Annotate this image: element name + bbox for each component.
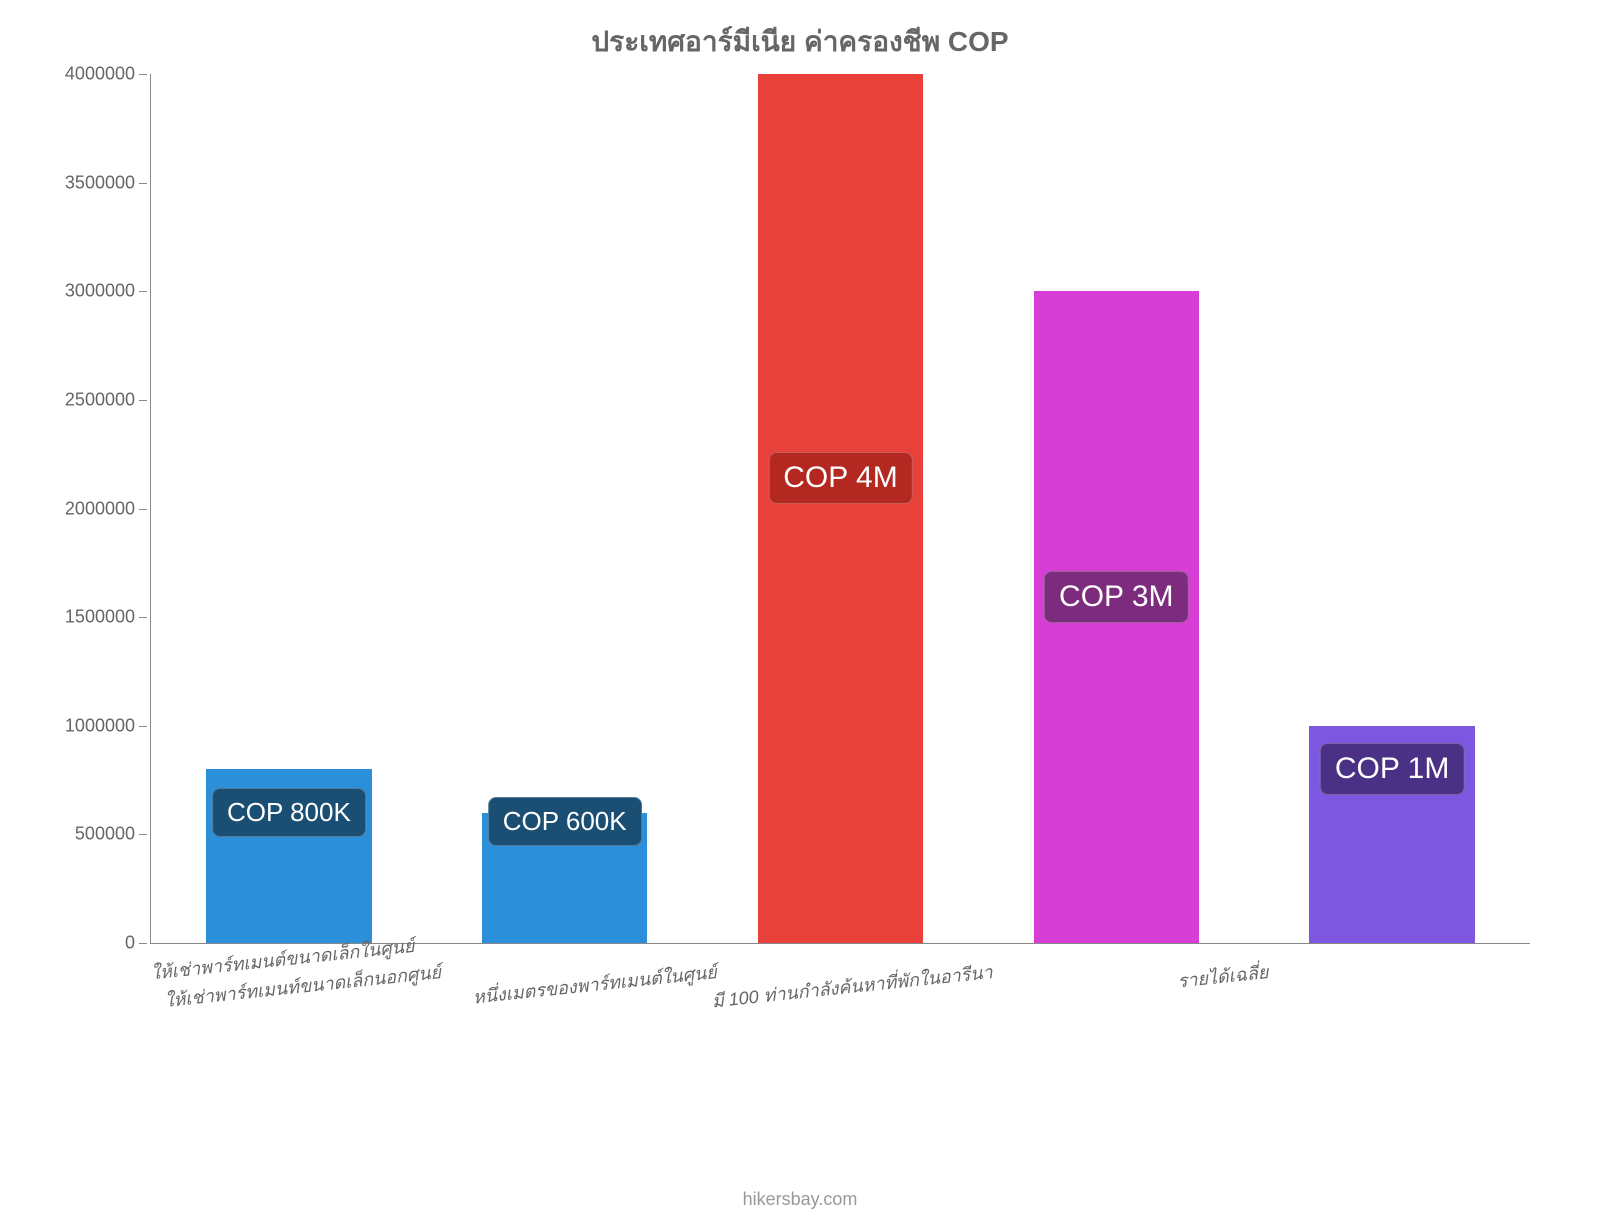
bar-value-label: COP 1M (1320, 743, 1464, 795)
chart-container: ประเทศอาร์มีเนีย ค่าครองชีพ COP 05000001… (40, 20, 1560, 1120)
y-tick-label: 4000000 (65, 64, 151, 85)
x-axis-label: ให้เช่าพาร์ทเมนต์ขนาดเล็กในศูนย์ (150, 957, 167, 987)
bar-value-label: COP 4M (768, 452, 912, 504)
bar-value-label: COP 800K (212, 788, 366, 837)
plot-area: 0500000100000015000002000000250000030000… (150, 74, 1530, 944)
y-tick-label: 1500000 (65, 607, 151, 628)
chart-title: ประเทศอาร์มีเนีย ค่าครองชีพ COP (40, 20, 1560, 64)
y-tick-label: 2000000 (65, 498, 151, 519)
y-tick-label: 3000000 (65, 281, 151, 302)
bar-value-label: COP 3M (1044, 571, 1188, 623)
bar-value-label: COP 600K (488, 797, 642, 846)
y-tick-label: 0 (125, 933, 151, 954)
y-tick-label: 1000000 (65, 715, 151, 736)
y-tick-label: 2500000 (65, 389, 151, 410)
bar (758, 74, 923, 943)
y-tick-label: 3500000 (65, 172, 151, 193)
y-tick-label: 500000 (75, 824, 151, 845)
